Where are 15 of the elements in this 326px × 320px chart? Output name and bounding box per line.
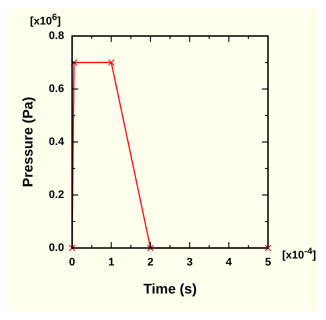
y-tick-label: 0.4 <box>48 136 65 148</box>
x-axis-title: Time (s) <box>143 280 197 296</box>
y-tick-label: 0.2 <box>48 189 64 202</box>
text: [x10$^{-4}$] <box>282 246 316 262</box>
text: [x10$^{6}$] <box>30 12 61 28</box>
x-tick-label: 2 <box>147 256 154 269</box>
y-axis-title: Pressure (Pa) <box>19 96 36 188</box>
y-tick-label: 0.6 <box>48 83 64 96</box>
x-tick-label: 3 <box>186 256 193 269</box>
x-tick-label: 5 <box>264 256 272 269</box>
y-tick-label: 0.0 <box>48 242 64 254</box>
y-tick-label: 0.8 <box>48 30 64 42</box>
x-tick-label: 0 <box>69 256 76 269</box>
x-tick-label: 4 <box>226 256 233 269</box>
x-tick-label: 1 <box>108 256 114 269</box>
